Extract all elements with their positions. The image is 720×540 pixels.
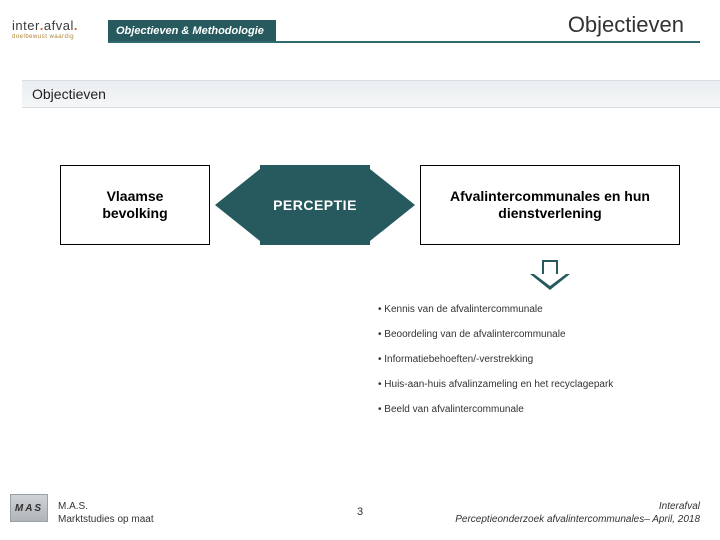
triangle-left-icon — [215, 165, 265, 245]
box-left-label: Vlaamse bevolking — [102, 188, 167, 223]
mas-badge: MAS — [10, 494, 48, 522]
bullet-item: • Beeld van afvalintercommunale — [378, 404, 708, 415]
bullet-item: • Kennis van de afvalintercommunale — [378, 304, 708, 315]
mas-line2: Marktstudies op maat — [58, 513, 154, 526]
footer-right: Interafval Perceptieonderzoek afvalinter… — [455, 500, 700, 526]
center-perceptie-label: PERCEPTIE — [260, 165, 370, 245]
bullet-text: Informatiebehoeften/-verstrekking — [384, 354, 533, 365]
page-title: Objectieven — [558, 12, 688, 38]
bowtie-connector: PERCEPTIE — [215, 165, 415, 245]
bullet-text: Beoordeling van de afvalintercommunale — [384, 329, 565, 340]
bullet-list: • Kennis van de afvalintercommunale • Be… — [378, 304, 708, 429]
bullet-text: Kennis van de afvalintercommunale — [384, 304, 542, 315]
breadcrumb: Objectieven & Methodologie — [108, 20, 276, 42]
footer-right-line2: Perceptieonderzoek afvalintercommunales–… — [455, 513, 700, 526]
logo-dot-2: . — [74, 18, 78, 33]
footer-right-line1: Interafval — [455, 500, 700, 513]
mas-line1: M.A.S. — [58, 500, 154, 513]
mas-text: M.A.S. Marktstudies op maat — [58, 500, 154, 526]
brand-logo: inter.afval. doelbewust waardig — [12, 18, 78, 40]
logo-text: inter.afval. — [12, 18, 78, 33]
triangle-right-icon — [365, 165, 415, 245]
down-arrow-icon — [530, 260, 570, 292]
perception-diagram: Vlaamse bevolking PERCEPTIE Afvalinterco… — [0, 165, 720, 285]
bullet-item: • Beoordeling van de afvalintercommunale — [378, 329, 708, 340]
bullet-item: • Informatiebehoeften/-verstrekking — [378, 354, 708, 365]
bullet-text: Beeld van afvalintercommunale — [384, 404, 524, 415]
page-number: 3 — [357, 506, 363, 518]
bullet-text: Huis-aan-huis afvalinzameling en het rec… — [384, 379, 613, 390]
footer: MAS M.A.S. Marktstudies op maat 3 Intera… — [0, 484, 720, 528]
logo-subtext: doelbewust waardig — [12, 34, 78, 40]
logo-part-b: afval — [44, 18, 74, 33]
logo-part-a: inter — [12, 18, 40, 33]
bullet-item: • Huis-aan-huis afvalinzameling en het r… — [378, 379, 708, 390]
section-subheader: Objectieven — [22, 80, 720, 108]
header-bar: Objectieven & Methodologie Objectieven — [108, 20, 700, 42]
title-underline — [108, 41, 700, 43]
box-afvalintercommunales: Afvalintercommunales en hun dienstverlen… — [420, 165, 680, 245]
box-right-label: Afvalintercommunales en hun dienstverlen… — [429, 188, 671, 223]
box-vlaamse-bevolking: Vlaamse bevolking — [60, 165, 210, 245]
